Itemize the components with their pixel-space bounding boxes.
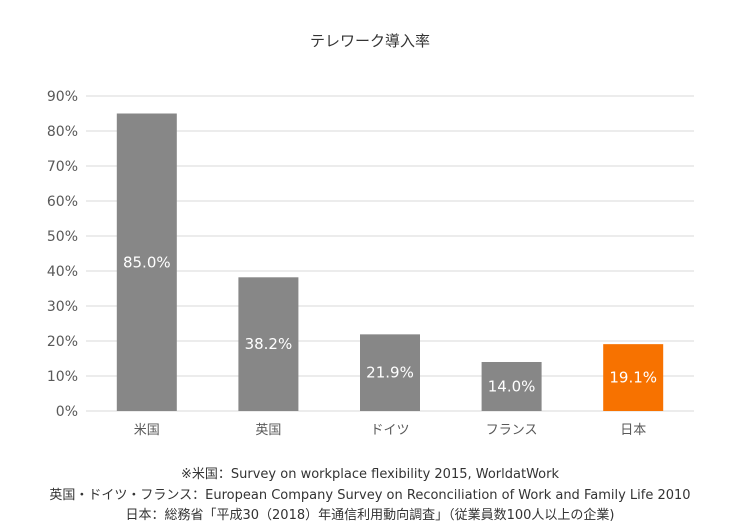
y-tick-label: 0% (56, 404, 78, 420)
bar (116, 113, 177, 411)
y-tick-label: 70% (47, 159, 78, 175)
bar (603, 344, 664, 411)
y-tick-label: 60% (47, 194, 78, 210)
bar (238, 277, 299, 411)
x-axis-ticks: 米国 英国 ドイツ フランス 日本 (134, 423, 646, 438)
y-tick-label: 30% (47, 299, 78, 315)
y-tick-label: 50% (47, 229, 78, 245)
y-axis-ticks: 0% 10% 20% 30% 40% 50% 60% 70% 80% 90% (47, 89, 78, 420)
bar-data-label: 38.2% (245, 335, 293, 353)
chart-title: テレワーク導入率 (310, 32, 430, 50)
bar-data-label: 14.0% (488, 378, 536, 396)
bar (481, 362, 542, 411)
source-note-japan: 日本：総務省「平成30（2018）年通信利用動向調査」（従業員数100人以上の企… (125, 508, 615, 523)
x-tick-label: ドイツ (370, 423, 409, 438)
source-note-us: ※米国：Survey on workplace flexibility 2015… (181, 467, 559, 482)
bar-data-label: 85.0% (123, 253, 171, 271)
bar-data-label: 21.9% (366, 364, 414, 382)
bar (360, 334, 420, 411)
x-tick-label: 英国 (255, 423, 281, 438)
y-tick-label: 20% (47, 334, 78, 350)
x-tick-label: 日本 (620, 423, 646, 438)
source-note-europe: 英国・ドイツ・フランス：European Company Survey on R… (49, 488, 691, 503)
bar-chart: テレワーク導入率 0% 10% 20% 30% 40% 50% 60% 70% 80% 90% 8… (47, 32, 694, 438)
bars: 85.0% 38.2% 21.9% 14.0% 19.1% (116, 113, 664, 411)
x-tick-label: 米国 (134, 423, 160, 438)
y-tick-label: 90% (47, 89, 78, 105)
gridlines (86, 95, 694, 412)
y-tick-label: 40% (47, 264, 78, 280)
x-tick-label: フランス (486, 423, 538, 438)
y-tick-label: 10% (47, 369, 78, 385)
bar-data-label: 19.1% (609, 369, 657, 387)
y-tick-label: 80% (47, 124, 78, 140)
